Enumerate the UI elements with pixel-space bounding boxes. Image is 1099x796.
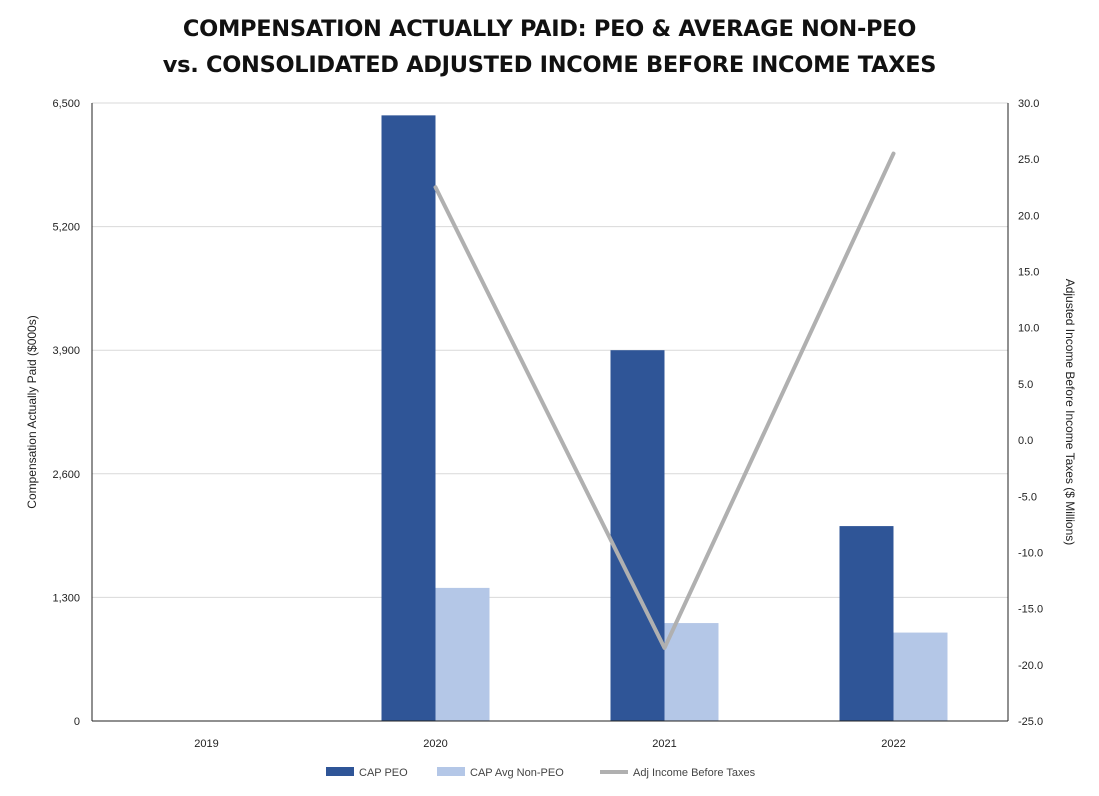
right-tick-label: -25.0 bbox=[1018, 716, 1043, 728]
left-tick-label: 3,900 bbox=[52, 345, 80, 357]
left-tick-label: 0 bbox=[74, 716, 80, 728]
right-axis-title: Adjusted Income Before Income Taxes ($ M… bbox=[1063, 279, 1077, 546]
left-tick-label: 6,500 bbox=[52, 98, 80, 110]
x-tick-label: 2019 bbox=[194, 738, 218, 750]
right-tick-label: -5.0 bbox=[1018, 491, 1037, 503]
right-tick-label: 0.0 bbox=[1018, 435, 1033, 447]
line-adj-income-before-taxes bbox=[433, 151, 896, 650]
legend-label-adj-income-before-taxes: Adj Income Before Taxes bbox=[633, 767, 756, 779]
legend-swatch-cap-avg-non-peo bbox=[437, 767, 465, 776]
bar-cap-peo-2020 bbox=[381, 115, 436, 722]
bar-cap-avg-non-peo-2022 bbox=[893, 632, 948, 721]
right-tick-label: 30.0 bbox=[1018, 98, 1039, 110]
legend-label-cap-peo: CAP PEO bbox=[359, 767, 408, 779]
right-tick-label: -15.0 bbox=[1018, 604, 1043, 616]
chart-title-line-1: COMPENSATION ACTUALLY PAID: PEO & AVERAG… bbox=[182, 16, 917, 42]
legend-swatch-cap-peo bbox=[326, 767, 354, 776]
left-tick-label: 1,300 bbox=[52, 592, 80, 604]
bars bbox=[381, 115, 948, 722]
right-tick-label: 5.0 bbox=[1018, 379, 1033, 391]
axes: 0 1,300 2,600 3,900 5,200 6,500 -25.0 -20.0 -15.… bbox=[25, 98, 1077, 750]
chart-title-line-2: vs. CONSOLIDATED ADJUSTED INCOME BEFORE … bbox=[162, 52, 937, 78]
right-tick-label: 20.0 bbox=[1018, 210, 1039, 222]
right-tick-label: -20.0 bbox=[1018, 660, 1043, 672]
right-tick-label: 25.0 bbox=[1018, 154, 1039, 166]
x-tick-label: 2021 bbox=[652, 738, 676, 750]
bar-cap-peo-2022 bbox=[839, 526, 894, 721]
legend: CAP PEO CAP Avg Non-PEO Adj Income Before … bbox=[326, 767, 756, 779]
bar-cap-avg-non-peo-2020 bbox=[435, 587, 490, 721]
bar-cap-avg-non-peo-2021 bbox=[664, 623, 719, 721]
left-tick-label: 2,600 bbox=[52, 469, 80, 481]
income-line bbox=[433, 151, 896, 650]
right-tick-label: 15.0 bbox=[1018, 267, 1039, 279]
x-tick-label: 2020 bbox=[423, 738, 447, 750]
legend-label-cap-avg-non-peo: CAP Avg Non-PEO bbox=[470, 767, 564, 779]
right-tick-label: 10.0 bbox=[1018, 323, 1039, 335]
right-tick-label: -10.0 bbox=[1018, 547, 1043, 559]
left-axis-title: Compensation Actually Paid ($000s) bbox=[25, 315, 39, 508]
x-tick-label: 2022 bbox=[881, 738, 905, 750]
bar-cap-peo-2021 bbox=[610, 350, 665, 721]
left-tick-label: 5,200 bbox=[52, 222, 80, 234]
